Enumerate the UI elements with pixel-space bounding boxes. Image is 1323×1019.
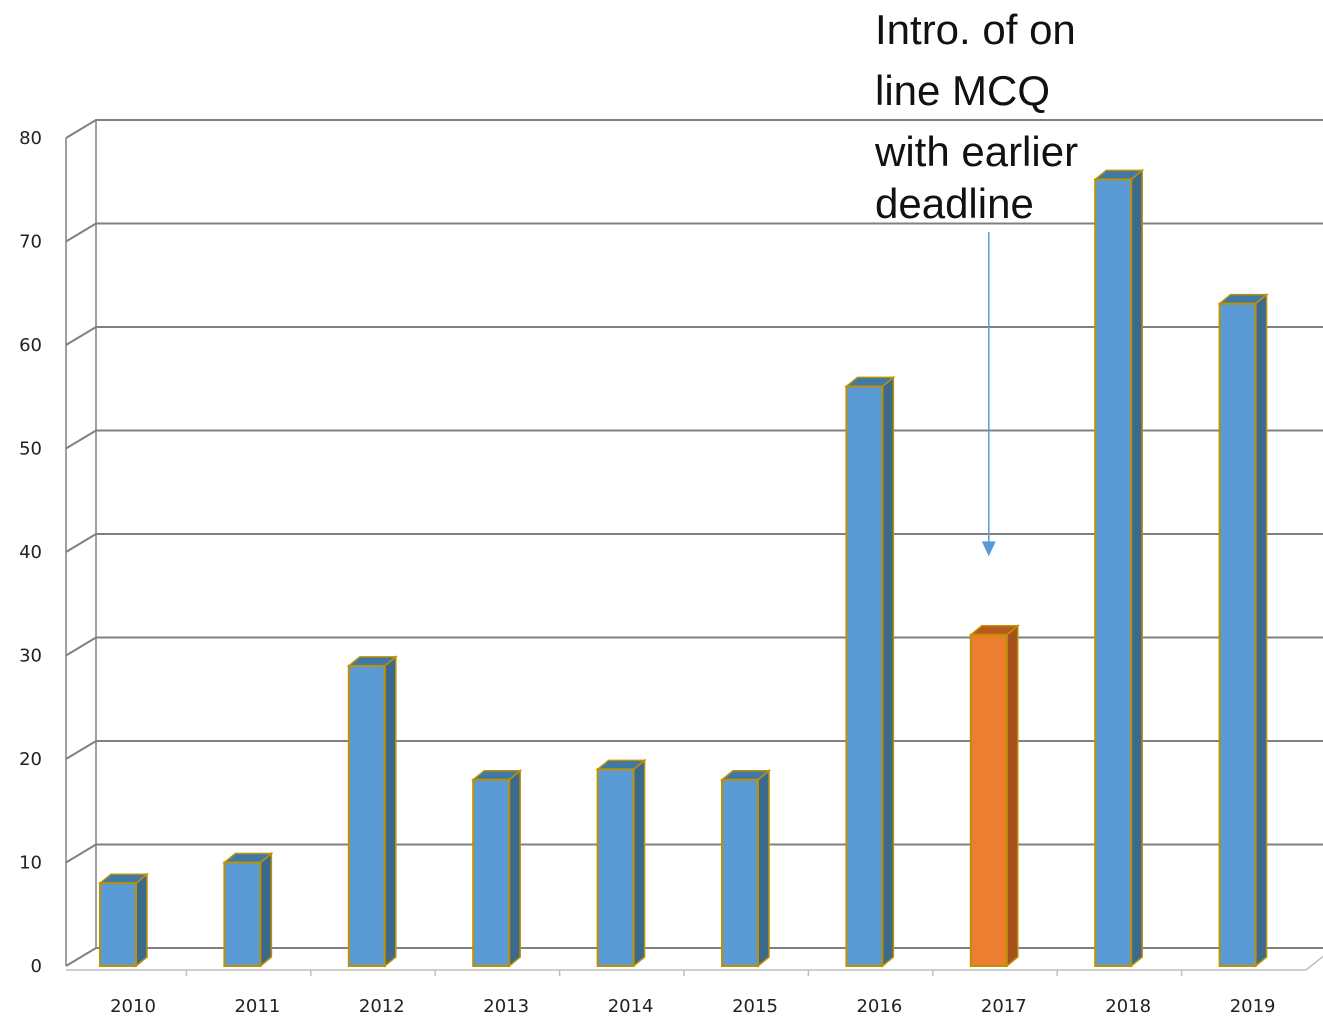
y-tick-label: 10: [19, 853, 42, 874]
y-tick-label: 60: [19, 335, 42, 356]
x-tick-label: 2015: [732, 996, 778, 1017]
bars: [97, 168, 1269, 968]
bar-side-2012: [384, 655, 397, 968]
bar-front-2011: [223, 861, 262, 967]
annotation-arrowhead: [981, 541, 996, 557]
bar-front-2012: [347, 664, 386, 967]
bar-front-2010: [99, 882, 137, 968]
x-tick-label: 2017: [981, 996, 1027, 1017]
bar-side-2015: [757, 769, 770, 968]
annotation: Intro. of on line MCQ with earlier deadl…: [874, 6, 1078, 557]
bar-2019: [1217, 293, 1269, 968]
x-axis-tick-labels: 2010 2011 2012 2013 2014 2015 2016 2017 2018 2019: [110, 970, 1276, 1017]
annotation-line-2: line MCQ: [875, 67, 1050, 114]
bar-front-2013: [472, 778, 511, 968]
x-tick-label: 2012: [359, 996, 405, 1017]
bar-side-2017: [1006, 624, 1019, 968]
floor-right-edge: [1305, 955, 1323, 971]
gridlines: [65, 119, 1323, 971]
x-tick-label: 2011: [234, 996, 280, 1017]
bar-2015: [719, 769, 772, 968]
bar-front-2016: [845, 385, 884, 967]
y-tick-label: 70: [19, 232, 42, 253]
x-tick-label: 2018: [1105, 996, 1151, 1017]
x-tick-label: 2013: [483, 996, 529, 1017]
bar-front-2019: [1218, 302, 1257, 968]
bar-front-2014: [596, 768, 635, 967]
y-tick-label: 80: [19, 128, 42, 149]
bar-side-2013: [508, 769, 521, 968]
x-tick-label: 2010: [110, 996, 156, 1017]
bar-2014: [595, 758, 647, 968]
bar-side-2018: [1130, 168, 1143, 968]
bar-2011: [222, 851, 274, 968]
y-tick-label: 0: [31, 956, 42, 977]
bar-2018: [1093, 168, 1145, 968]
y-axis-tick-labels: 0 10 20 30 40 50 60 70 80: [19, 128, 42, 977]
bar-side-2019: [1254, 293, 1268, 968]
y-tick-label: 40: [19, 542, 42, 563]
bar-front-2018: [1094, 178, 1133, 967]
bar-front-2015: [721, 778, 759, 968]
bar-side-2011: [259, 851, 273, 968]
annotation-line-3: with earlier: [874, 128, 1078, 175]
bar-2013: [471, 769, 523, 968]
annotation-line-4: deadline: [875, 180, 1034, 227]
bar-2016: [844, 375, 896, 968]
annotation-line-1: Intro. of on: [875, 6, 1076, 53]
y-tick-label: 20: [19, 749, 42, 770]
bar-2010: [97, 872, 150, 968]
y-tick-label: 30: [19, 646, 42, 667]
x-tick-label: 2016: [856, 996, 902, 1017]
bar-side-2014: [632, 758, 646, 968]
x-tick-label: 2014: [608, 996, 654, 1017]
x-tick-label: 2019: [1230, 996, 1276, 1017]
bar-side-2010: [135, 872, 148, 968]
y-tick-label: 50: [19, 439, 42, 460]
bar-front-2017: [969, 633, 1008, 967]
bar-2017: [968, 624, 1020, 968]
bar-2012: [346, 655, 398, 968]
bar-side-2016: [881, 375, 895, 968]
gridline-80: [65, 119, 1323, 139]
